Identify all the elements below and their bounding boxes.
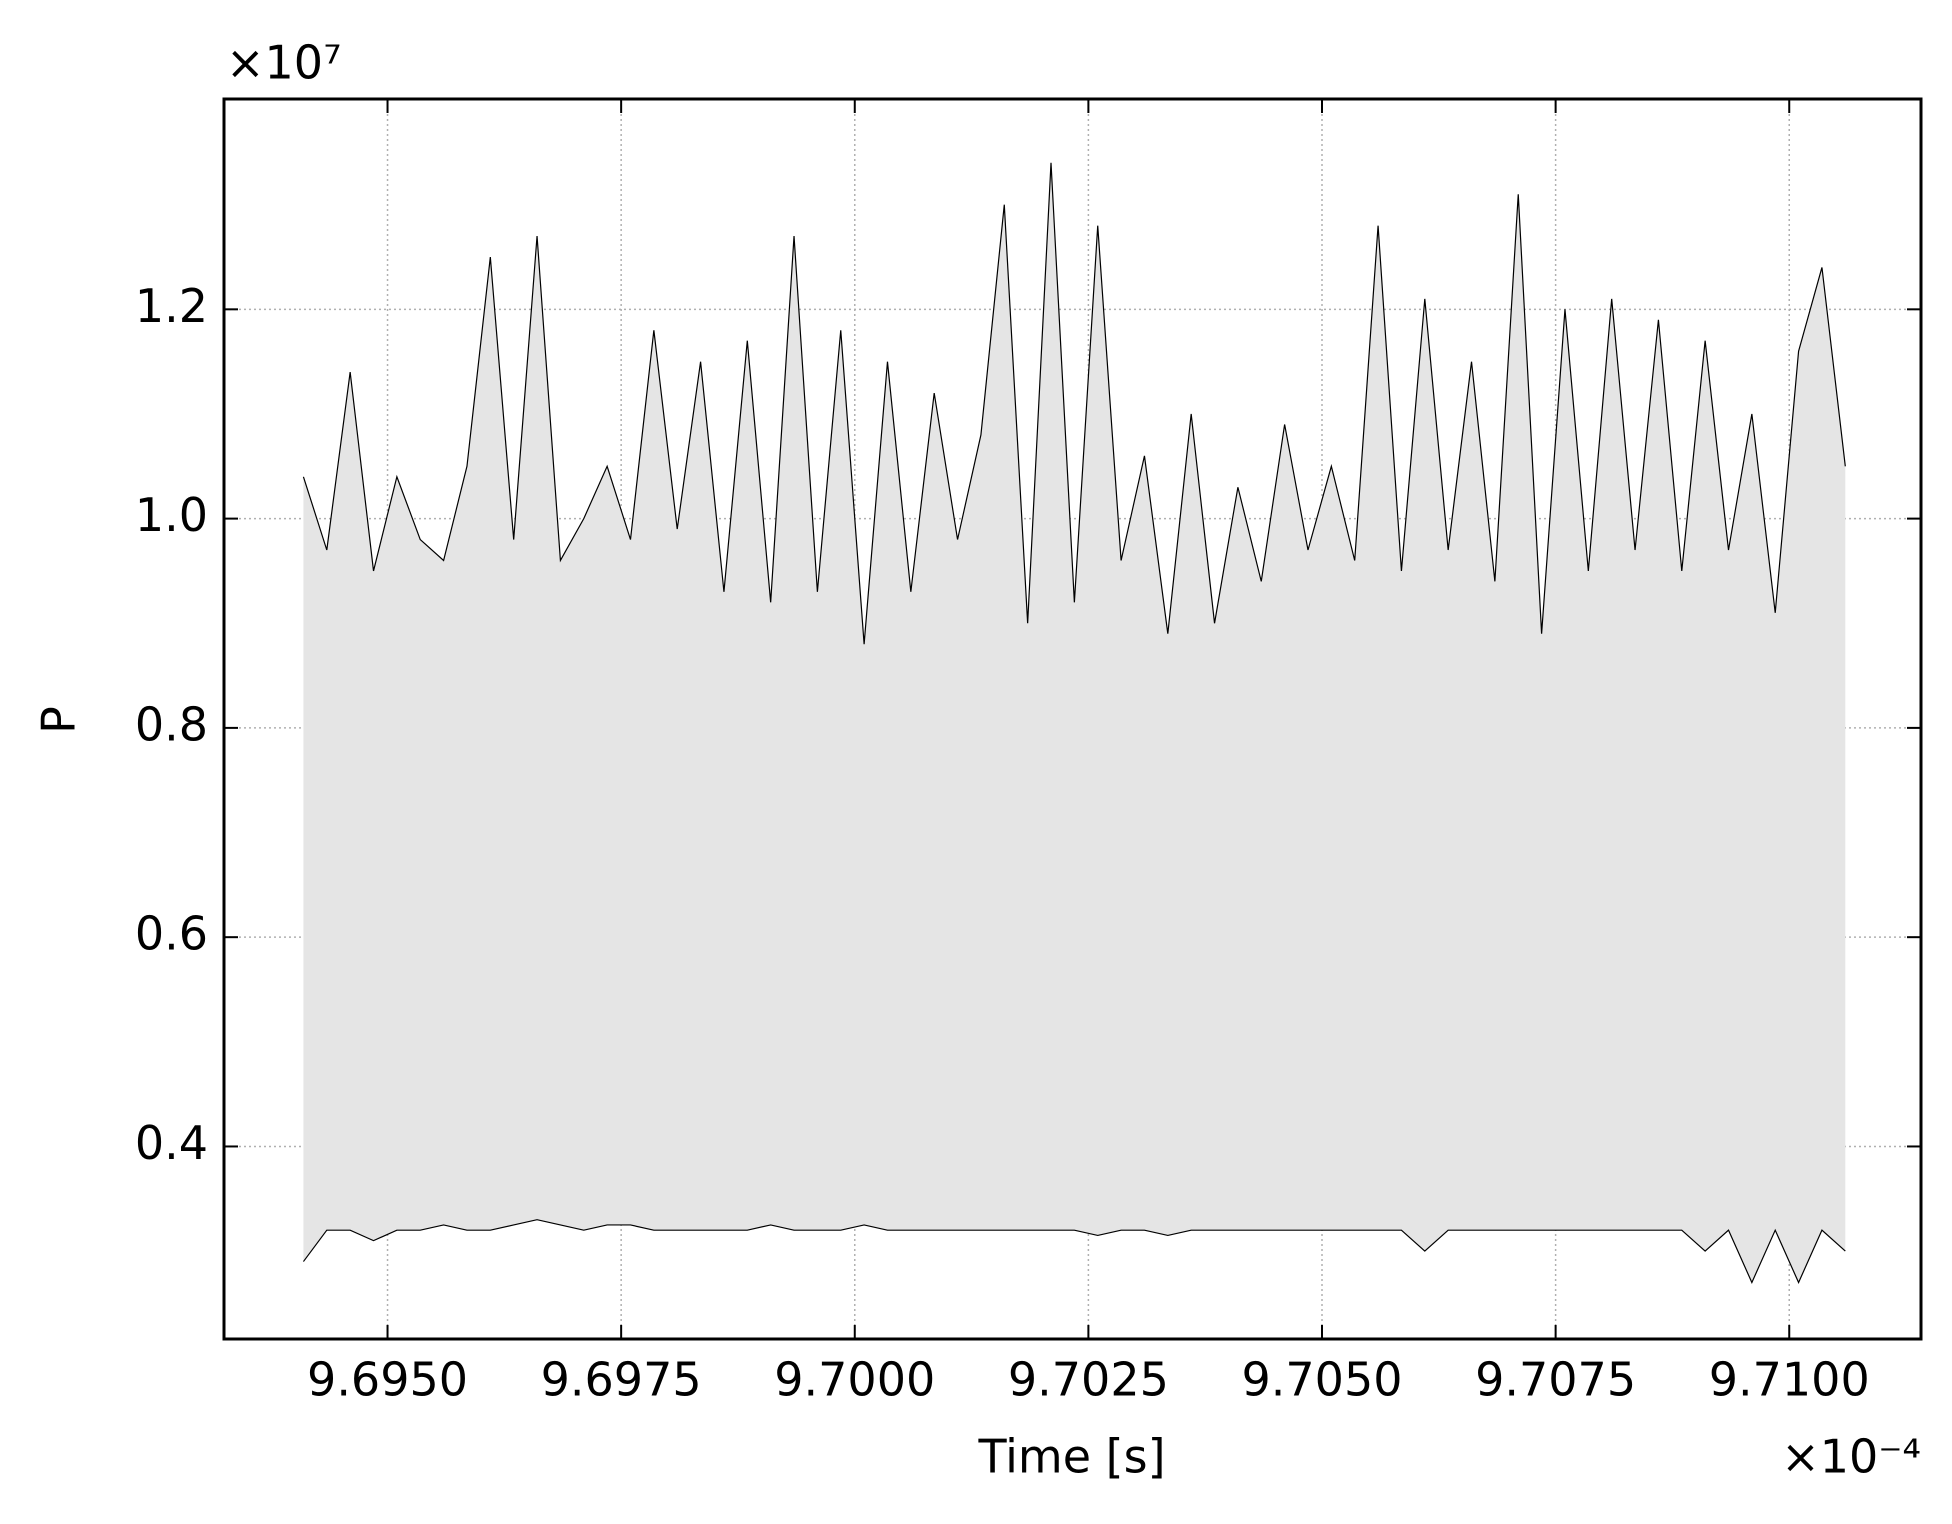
x-axis-label: Time [s] — [977, 1430, 1165, 1484]
x-tick-label: 9.6975 — [541, 1353, 702, 1407]
y-tick-label: 1.2 — [135, 279, 208, 333]
fill-area — [303, 162, 1846, 1283]
y-tick-label: 0.6 — [135, 907, 208, 961]
x-tick-label: 9.7050 — [1242, 1353, 1403, 1407]
y-tick-label: 0.4 — [135, 1116, 208, 1170]
y-tick-label: 0.8 — [135, 697, 208, 751]
x-offset: ×10⁻⁴ — [1781, 1430, 1921, 1484]
x-tick-label: 9.6950 — [307, 1353, 468, 1407]
x-tick-label: 9.7075 — [1475, 1353, 1636, 1407]
plot-frame — [222, 97, 1923, 1341]
y-tick-label: 1.0 — [135, 488, 208, 542]
x-tick-label: 9.7100 — [1709, 1353, 1870, 1407]
x-tick-label: 9.7025 — [1008, 1353, 1169, 1407]
data-line — [302, 1219, 1846, 1284]
data-line — [302, 162, 1846, 645]
y-axis-label: P — [32, 706, 86, 734]
y-offset: ×10⁷ — [226, 36, 342, 90]
x-tick-label: 9.7000 — [774, 1353, 935, 1407]
